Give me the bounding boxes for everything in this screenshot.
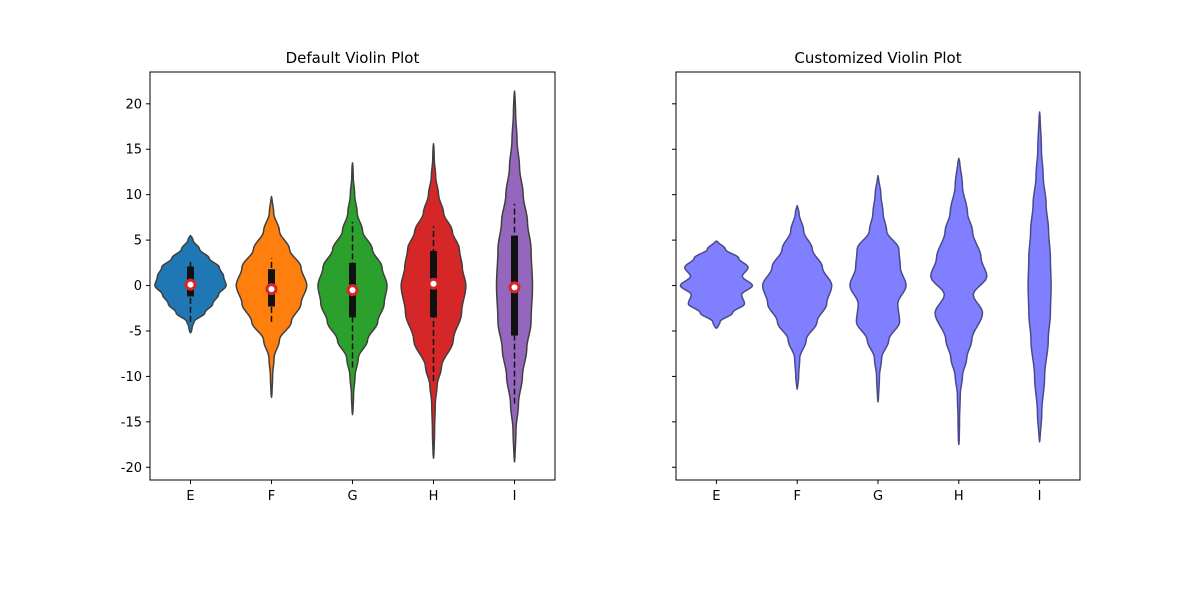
violin-body-f: [761, 204, 833, 390]
ytick-label: -5: [129, 324, 142, 339]
violin-body-i: [1027, 111, 1052, 443]
customized-plot-frame: [675, 71, 1081, 481]
ytick-label: -15: [121, 415, 142, 430]
xtick-label-i: I: [513, 489, 517, 504]
ytick-label: -20: [121, 461, 142, 476]
violin-body-e: [679, 240, 754, 329]
violin-body-h: [929, 157, 988, 446]
customized-violin-panel: Customized Violin Plot E F G H I: [672, 49, 1081, 504]
xtick-label-f: F: [268, 489, 275, 504]
ytick-label: 0: [134, 279, 142, 294]
xtick-label-e: E: [712, 489, 720, 504]
ytick-label: 5: [134, 234, 142, 249]
xtick-label-g: G: [873, 489, 883, 504]
default-plot-frame: [149, 71, 556, 481]
violin-body-g: [849, 174, 907, 403]
xtick-label-f: F: [793, 489, 800, 504]
ytick-label: 20: [125, 97, 142, 112]
xtick-label-i: I: [1038, 489, 1042, 504]
xtick-label-e: E: [186, 489, 194, 504]
default-plot-title: Default Violin Plot: [286, 49, 420, 67]
violin-median-marker-f: [265, 283, 278, 296]
violin-median-marker-g: [346, 284, 359, 297]
ytick-label: -10: [121, 370, 142, 385]
ytick-label: 10: [125, 188, 142, 203]
violin-median-marker-e: [184, 278, 197, 291]
violin-median-marker-i: [508, 281, 521, 294]
violin-median-marker-h: [427, 277, 440, 290]
xtick-label-h: H: [429, 489, 439, 504]
xtick-label-g: G: [347, 489, 357, 504]
xtick-label-h: H: [954, 489, 964, 504]
default-violin-panel: Default Violin Plot E F G H I -20 -15 -10 -5 0 5 10 1…: [121, 49, 556, 504]
customized-plot-title: Customized Violin Plot: [794, 49, 961, 67]
ytick-label: 15: [125, 143, 142, 158]
